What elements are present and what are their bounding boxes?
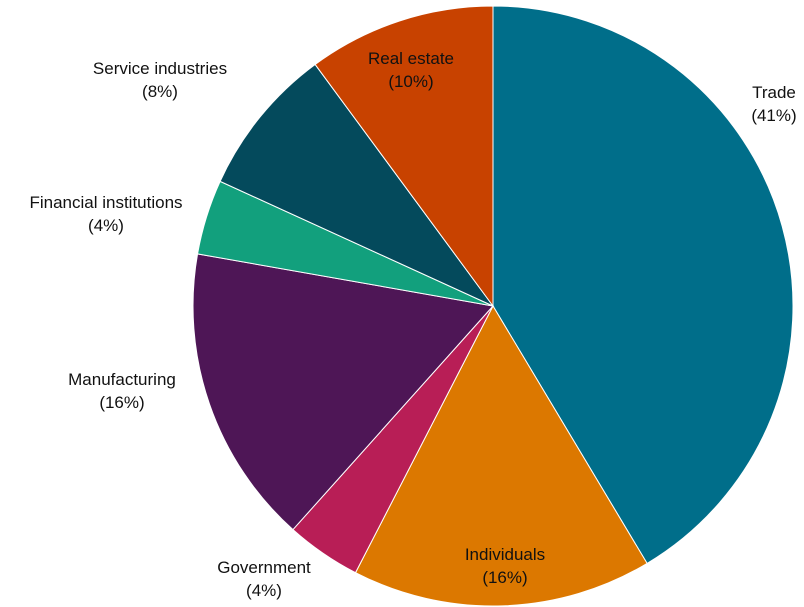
slice-label-name: Manufacturing [68,370,176,389]
slice-label-name: Trade [752,83,796,102]
slice-manufacturing [192,253,494,531]
slice-label-percent: (8%) [142,82,178,101]
slice-label-percent: (10%) [388,72,433,91]
slice-service-industries [219,63,495,308]
slice-label-service-industries: Service industries (8%) [93,59,227,101]
slice-label-name: Government [217,558,311,577]
slice-label-percent: (16%) [99,393,144,412]
slice-label-name: Service industries [93,59,227,78]
pie-labels: Trade (41%) Individuals (16%) Government (4%)… [29,49,796,600]
slice-real-estate [314,5,494,308]
slice-label-percent: (4%) [246,581,282,600]
slice-label-trade: Trade (41%) [751,83,796,125]
slice-label-manufacturing: Manufacturing (16%) [68,370,176,412]
pie-slices [192,5,794,607]
slice-label-percent: (16%) [482,568,527,587]
slice-label-government: Government (4%) [217,558,311,600]
slice-label-name: Financial institutions [29,193,182,212]
slice-label-individuals: Individuals (16%) [465,545,545,587]
slice-trade [492,5,794,565]
slice-label-name: Individuals [465,545,545,564]
slice-label-percent: (41%) [751,106,796,125]
slice-label-percent: (4%) [88,216,124,235]
slice-label-financial-institutions: Financial institutions (4%) [29,193,182,235]
slice-label-name: Real estate [368,49,454,68]
slice-individuals [354,304,648,607]
slice-label-real-estate: Real estate (10%) [368,49,454,91]
